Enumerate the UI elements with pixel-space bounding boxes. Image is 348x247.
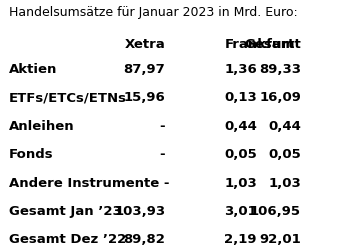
Text: 1,03: 1,03 xyxy=(224,177,257,190)
Text: -: - xyxy=(160,148,165,161)
Text: Fonds: Fonds xyxy=(9,148,53,161)
Text: Gesamt Dez ’22: Gesamt Dez ’22 xyxy=(9,233,126,247)
Text: 1,36: 1,36 xyxy=(224,63,257,76)
Text: -: - xyxy=(160,120,165,133)
Text: 2,19: 2,19 xyxy=(224,233,257,247)
Text: 16,09: 16,09 xyxy=(259,91,301,104)
Text: 87,97: 87,97 xyxy=(124,63,165,76)
Text: 103,93: 103,93 xyxy=(114,205,165,218)
Text: 15,96: 15,96 xyxy=(124,91,165,104)
Text: 3,01: 3,01 xyxy=(224,205,257,218)
Text: Gesamt: Gesamt xyxy=(244,38,301,51)
Text: 89,82: 89,82 xyxy=(124,233,165,247)
Text: Handelsumsätze für Januar 2023 in Mrd. Euro:: Handelsumsätze für Januar 2023 in Mrd. E… xyxy=(9,6,298,19)
Text: Aktien: Aktien xyxy=(9,63,57,76)
Text: 92,01: 92,01 xyxy=(259,233,301,247)
Text: 0,05: 0,05 xyxy=(224,148,257,161)
Text: 0,44: 0,44 xyxy=(268,120,301,133)
Text: 89,33: 89,33 xyxy=(259,63,301,76)
Text: 0,44: 0,44 xyxy=(224,120,257,133)
Text: Andere Instrumente -: Andere Instrumente - xyxy=(9,177,169,190)
Text: 0,13: 0,13 xyxy=(224,91,257,104)
Text: ETFs/ETCs/ETNs: ETFs/ETCs/ETNs xyxy=(9,91,127,104)
Text: 106,95: 106,95 xyxy=(250,205,301,218)
Text: Frankfurt: Frankfurt xyxy=(224,38,295,51)
Text: 0,05: 0,05 xyxy=(268,148,301,161)
Text: Xetra: Xetra xyxy=(125,38,165,51)
Text: Anleihen: Anleihen xyxy=(9,120,74,133)
Text: Gesamt Jan ’23: Gesamt Jan ’23 xyxy=(9,205,121,218)
Text: 1,03: 1,03 xyxy=(268,177,301,190)
